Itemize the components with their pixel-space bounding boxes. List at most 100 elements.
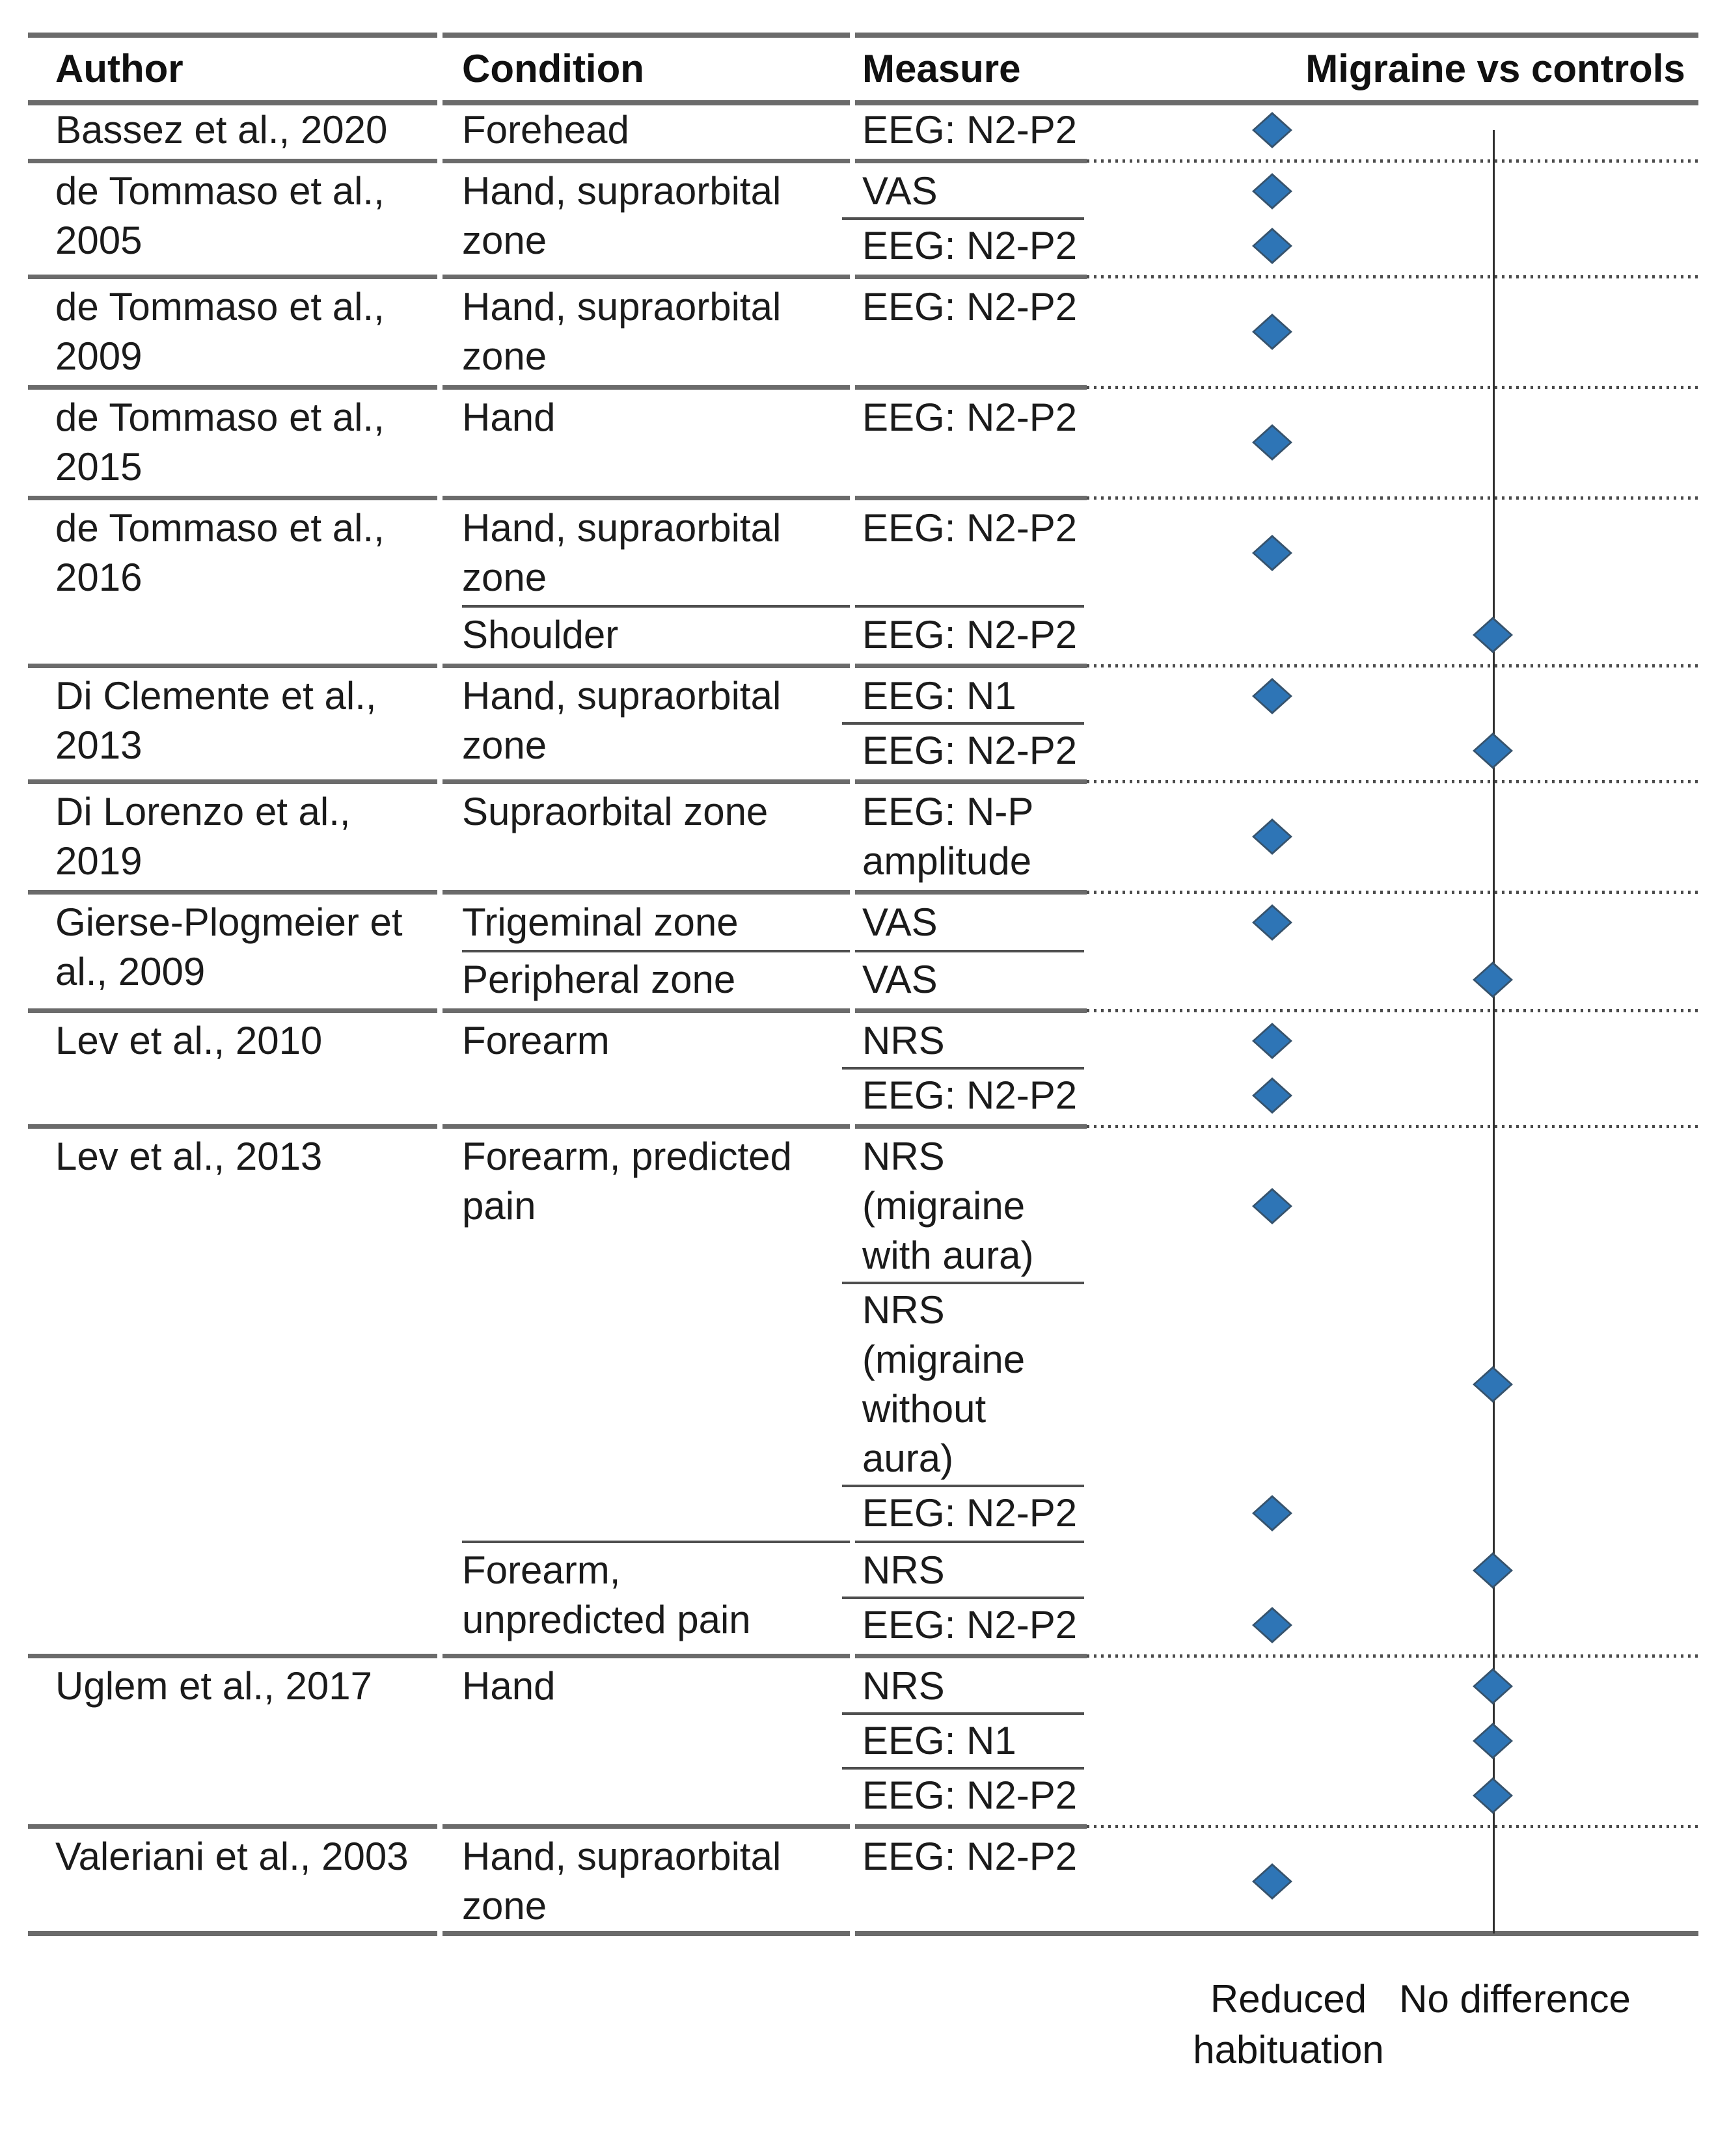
- author-cell: de Tommaso et al., 2015: [55, 396, 385, 489]
- measure-cell: EEG: N2-P2: [862, 1603, 1078, 1647]
- group-separator: [28, 155, 1698, 167]
- measure-cell: EEG: N2-P2: [862, 1491, 1078, 1535]
- table-row-group: Di Lorenzo et al., 2019 Supraorbital zon…: [28, 787, 1698, 886]
- table-row-group: Gierse-Plogmeier et al., 2009 Trigeminal…: [28, 898, 1698, 1004]
- author-cell: de Tommaso et al., 2005: [55, 169, 385, 262]
- table-row-group: Lev et al., 2013 Forearm, predicted pain…: [28, 1132, 1698, 1650]
- marker-cell: [1087, 726, 1698, 775]
- condition-cell: Trigeminal zone: [462, 900, 739, 944]
- diamond-marker: [1252, 1077, 1292, 1114]
- diamond-marker: [1473, 1668, 1513, 1705]
- author-cell: Gierse-Plogmeier et al., 2009: [55, 900, 403, 993]
- marker-cell: [1087, 504, 1698, 602]
- marker-cell: [1087, 898, 1698, 947]
- measure-cell: VAS: [862, 900, 938, 944]
- column-header-author: Author: [55, 47, 184, 90]
- marker-cell: [1087, 610, 1698, 660]
- measure-separator: [841, 1483, 1698, 1489]
- author-cell: Lev et al., 2010: [55, 1019, 323, 1062]
- group-separator: [28, 775, 1698, 787]
- condition-cell: Hand: [462, 396, 556, 439]
- marker-cell: [1087, 282, 1698, 381]
- measure-cell: EEG: N2-P2: [862, 108, 1078, 152]
- author-cell: Bassez et al., 2020: [55, 108, 388, 152]
- marker-cell: [1087, 1832, 1698, 1931]
- condition-cell: Forearm, unpredicted pain: [462, 1548, 751, 1641]
- condition-separator: [462, 1538, 1698, 1546]
- diamond-marker: [1473, 1723, 1513, 1759]
- marker-cell: [1087, 221, 1698, 271]
- table-row-group: Uglem et al., 2017 Hand NRS EEG: N1: [28, 1662, 1698, 1820]
- diamond-marker: [1252, 678, 1292, 714]
- condition-cell: Hand, supraorbital zone: [462, 506, 782, 599]
- axis-label-no-difference: No difference: [1399, 1977, 1631, 2021]
- author-cell: de Tommaso et al., 2009: [55, 285, 385, 378]
- measure-cell: EEG: N2-P2: [862, 396, 1078, 439]
- diamond-marker: [1252, 1495, 1292, 1531]
- measure-cell: NRS (migraine with aura): [862, 1135, 1034, 1277]
- table-row-group: de Tommaso et al., 2005 Hand, supraorbit…: [28, 167, 1698, 271]
- diamond-marker: [1473, 617, 1513, 653]
- summary-table: Author Condition Measure Migraine vs con…: [28, 33, 1698, 1936]
- measure-cell: VAS: [862, 169, 938, 213]
- measure-cell: EEG: N2-P2: [862, 729, 1078, 772]
- column-header-measure: Measure: [862, 47, 1021, 90]
- diamond-marker: [1252, 1023, 1292, 1059]
- author-cell: Di Lorenzo et al., 2019: [55, 790, 351, 883]
- group-separator: [28, 492, 1698, 504]
- marker-cell: [1087, 105, 1698, 155]
- table-row-group: de Tommaso et al., 2009 Hand, supraorbit…: [28, 282, 1698, 381]
- marker-cell: [1087, 1286, 1698, 1483]
- diamond-marker: [1252, 424, 1292, 461]
- marker-cell: [1087, 1662, 1698, 1711]
- diamond-marker: [1473, 1366, 1513, 1403]
- marker-cell: [1087, 787, 1698, 886]
- author-cell: Valeriani et al., 2003: [55, 1835, 409, 1878]
- diamond-marker: [1252, 535, 1292, 571]
- header-underline: [28, 100, 1698, 105]
- measure-cell: EEG: N2-P2: [862, 613, 1078, 656]
- marker-cell: [1087, 1489, 1698, 1538]
- marker-cell: [1087, 671, 1698, 721]
- condition-cell: Hand, supraorbital zone: [462, 169, 782, 262]
- measure-cell: EEG: N2-P2: [862, 1073, 1078, 1117]
- diamond-marker: [1252, 1863, 1292, 1900]
- condition-cell: Hand, supraorbital zone: [462, 674, 782, 767]
- measure-cell: VAS: [862, 958, 938, 1001]
- measure-cell: EEG: N2-P2: [862, 506, 1078, 550]
- marker-cell: [1087, 1132, 1698, 1280]
- condition-separator: [462, 602, 1698, 610]
- measure-separator: [841, 721, 1698, 726]
- marker-cell: [1087, 955, 1698, 1004]
- diamond-marker: [1252, 904, 1292, 941]
- outcome-column-divider-line: [1493, 130, 1495, 1934]
- condition-cell: Peripheral zone: [462, 958, 736, 1001]
- group-separator: [28, 660, 1698, 671]
- diamond-marker: [1252, 314, 1292, 350]
- measure-cell: EEG: N2-P2: [862, 224, 1078, 267]
- author-cell: Lev et al., 2013: [55, 1135, 323, 1178]
- diamond-marker: [1252, 228, 1292, 264]
- condition-cell: Forearm, predicted pain: [462, 1135, 792, 1228]
- measure-cell: NRS: [862, 1664, 945, 1708]
- group-separator: [28, 1120, 1698, 1132]
- marker-cell: [1087, 1716, 1698, 1766]
- table-row-group: de Tommaso et al., 2016 Hand, supraorbit…: [28, 504, 1698, 660]
- table-row-group: Lev et al., 2010 Forearm NRS EEG: N2: [28, 1016, 1698, 1120]
- marker-cell: [1087, 1600, 1698, 1650]
- author-cell: Uglem et al., 2017: [55, 1664, 372, 1708]
- measure-separator: [841, 1711, 1698, 1716]
- condition-cell: Hand, supraorbital zone: [462, 285, 782, 378]
- condition-cell: Hand, supraorbital zone: [462, 1835, 782, 1928]
- measure-cell: EEG: N2-P2: [862, 1773, 1078, 1817]
- axis-label-reduced-habituation: Reduced habituation: [1193, 1977, 1384, 2071]
- group-separator: [28, 271, 1698, 282]
- diamond-marker: [1473, 1777, 1513, 1814]
- author-cell: de Tommaso et al., 2016: [55, 506, 385, 599]
- measure-cell: EEG: N1: [862, 674, 1016, 718]
- column-header-migraine-vs-controls: Migraine vs controls: [1305, 47, 1685, 90]
- column-header-condition: Condition: [462, 47, 644, 90]
- diamond-marker: [1473, 733, 1513, 769]
- condition-cell: Supraorbital zone: [462, 790, 769, 833]
- measure-separator: [841, 1595, 1698, 1600]
